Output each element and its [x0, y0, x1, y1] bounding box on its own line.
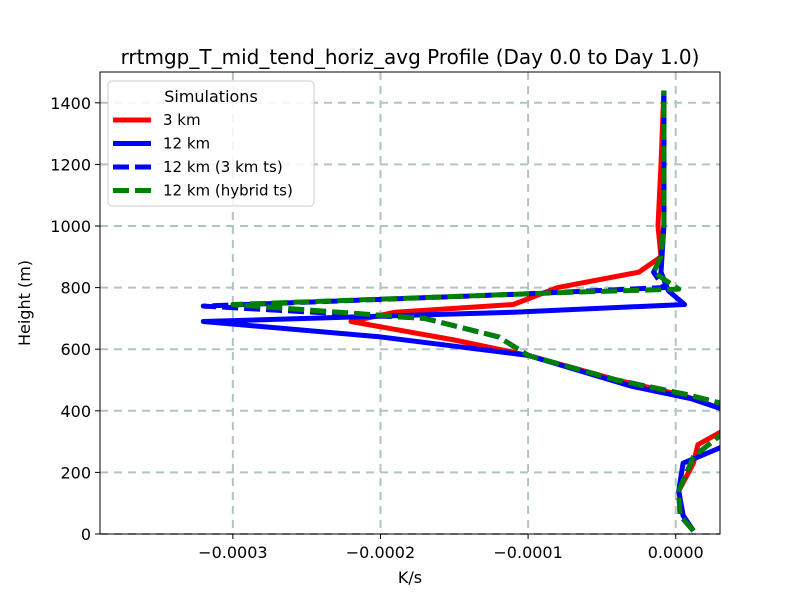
y-tick-label: 1400 [50, 94, 91, 113]
x-tick-label: 0.0000 [648, 543, 704, 562]
legend-label: 12 km (3 km ts) [163, 158, 283, 176]
legend-label: 3 km [163, 111, 201, 129]
axis-ticks: −0.0003 −0.0002 −0.0001 0.0000 0 200 400 600 800… [50, 94, 703, 562]
legend-label: 12 km [163, 135, 210, 153]
legend-entries: 3 km 12 km 12 km (3 km ts) 12 km (hybrid ts… [113, 111, 293, 200]
legend-box [107, 80, 315, 207]
y-tick-label: 600 [60, 340, 91, 359]
x-tick-label: −0.0003 [198, 543, 267, 562]
x-tick-label: −0.0001 [493, 543, 562, 562]
y-tick-label: 200 [60, 463, 91, 482]
x-axis-label: K/s [398, 568, 422, 587]
legend: Simulations 3 km 12 km 12 km (3 km ts) 12 k… [107, 80, 315, 207]
legend-label: 12 km (hybrid ts) [163, 182, 293, 200]
series-line-4 [230, 90, 720, 533]
series-lines [200, 90, 720, 533]
y-tick-label: 1000 [50, 217, 91, 236]
y-tick-label: 400 [60, 402, 91, 421]
chart-title: rrtmgp_T_mid_tend_horiz_avg Profile (Day… [121, 45, 700, 69]
y-axis-label: Height (m) [15, 260, 34, 346]
plot-frame [99, 71, 721, 535]
x-tick-label: −0.0002 [346, 543, 415, 562]
y-tick-label: 800 [60, 279, 91, 298]
y-tick-label: 1200 [50, 155, 91, 174]
y-tick-label: 0 [81, 525, 91, 544]
legend-title: Simulations [164, 87, 258, 106]
